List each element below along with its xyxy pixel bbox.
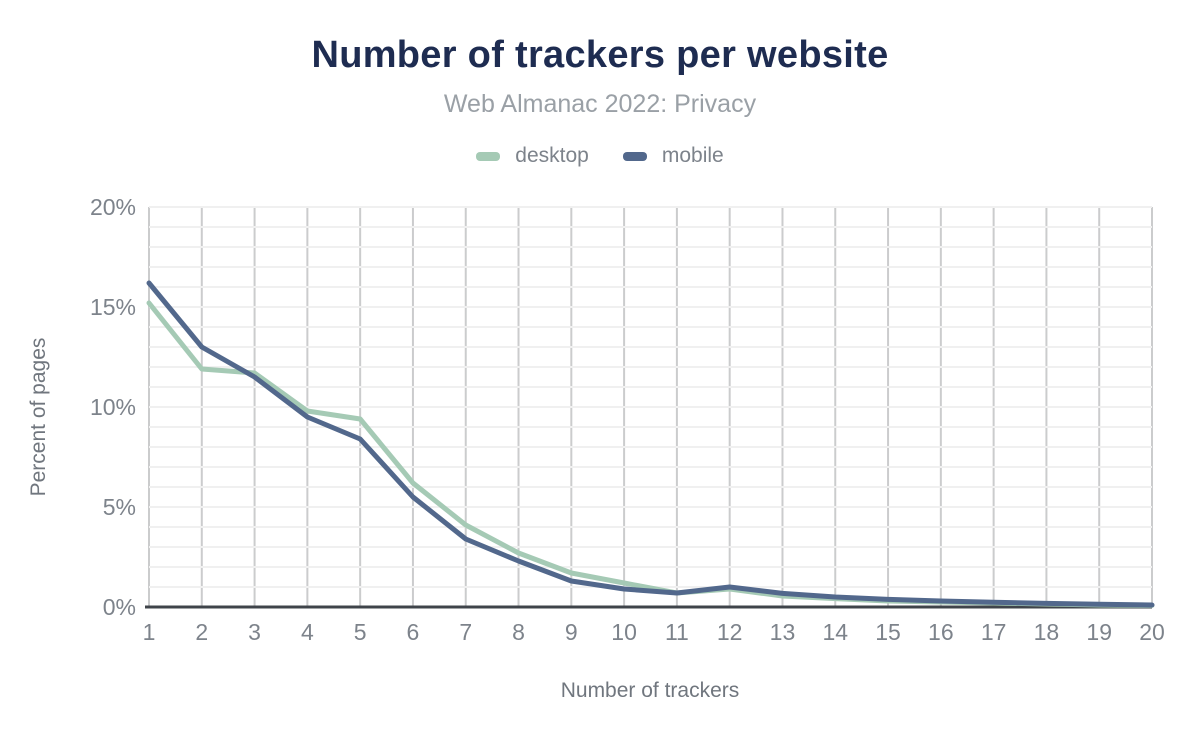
chart-subtitle: Web Almanac 2022: Privacy	[443, 90, 757, 118]
y-tick-label: 20%	[90, 194, 136, 220]
y-tick-labels: 0% 5% 10% 15% 20%	[90, 194, 136, 620]
x-tick-label: 9	[565, 619, 578, 645]
x-tick-label: 12	[717, 619, 743, 645]
x-tick-label: 14	[822, 619, 848, 645]
x-tick-label: 6	[407, 619, 420, 645]
legend: desktop mobile	[0, 144, 1200, 168]
legend-label-desktop: desktop	[515, 144, 589, 167]
desktop-series-line	[146, 300, 1155, 608]
x-tick-label: 7	[459, 619, 472, 645]
x-tick-label: 5	[354, 619, 367, 645]
desktop-series-swatch	[476, 151, 501, 161]
y-axis-title: Percent of pages	[27, 338, 50, 497]
x-tick-label: 1	[143, 619, 156, 645]
mobile-series-line	[146, 280, 1155, 608]
y-tick-label: 10%	[90, 394, 136, 420]
x-tick-label: 11	[665, 619, 689, 645]
x-tick-label: 8	[512, 619, 525, 645]
x-tick-label: 19	[1086, 619, 1112, 645]
y-tick-label: 0%	[103, 594, 136, 620]
x-axis-title: Number of trackers	[561, 679, 740, 702]
x-tick-label: 3	[248, 619, 261, 645]
legend-item-mobile: mobile	[622, 144, 724, 168]
mobile-series-swatch	[622, 151, 647, 161]
x-tick-label: 18	[1034, 619, 1060, 645]
x-tick-label: 13	[770, 619, 796, 645]
x-tick-label: 2	[195, 619, 208, 645]
series-lines	[146, 280, 1155, 608]
x-tick-label: 16	[928, 619, 954, 645]
y-tick-label: 5%	[103, 494, 136, 520]
chart-title: Number of trackers per website	[311, 34, 889, 76]
x-tick-label: 10	[611, 619, 637, 645]
horizontal-gridlines	[149, 206, 1152, 588]
legend-label-mobile: mobile	[661, 144, 724, 167]
x-tick-label: 20	[1139, 619, 1165, 645]
x-tick-labels: 1 2 3 4 5 6 7 8 9 10 11 12 13 14 15 16 17 18 19 20	[143, 619, 1165, 645]
x-tick-label: 17	[981, 619, 1007, 645]
y-tick-label: 15%	[90, 294, 136, 320]
x-tick-label: 15	[875, 619, 901, 645]
legend-item-desktop: desktop	[476, 144, 589, 168]
x-tick-label: 4	[301, 619, 314, 645]
